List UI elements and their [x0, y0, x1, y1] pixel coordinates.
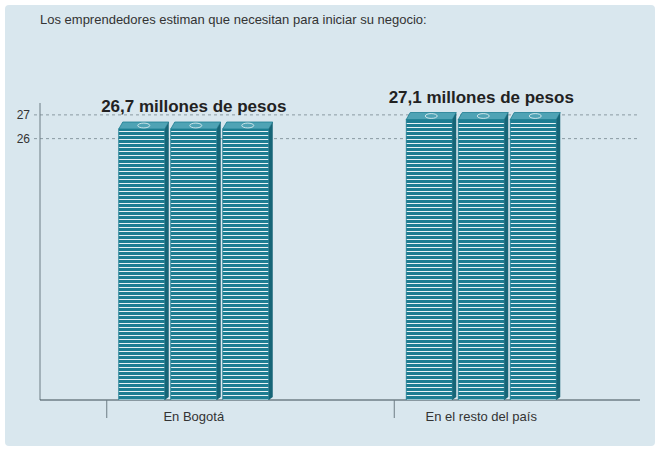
stack-top [458, 113, 508, 120]
stack-side [217, 122, 221, 400]
chart-svg: Los emprendedores estiman que necesitan … [0, 0, 660, 451]
stack-side [269, 122, 273, 400]
stack-top-emblem [190, 123, 202, 128]
title: Los emprendedores estiman que necesitan … [40, 12, 427, 27]
stack-front [406, 120, 452, 400]
bar [119, 122, 273, 400]
stack-side [556, 113, 560, 400]
tick-label: 27 [17, 108, 31, 122]
stack-side [504, 113, 508, 400]
stack-front [510, 120, 556, 400]
stack-top-emblem [477, 114, 489, 119]
stack-top-emblem [425, 114, 437, 119]
stack-front [458, 120, 504, 400]
stack-front [223, 129, 269, 400]
y-axis-line [40, 103, 41, 400]
bars [119, 113, 561, 400]
category-separator [394, 400, 395, 418]
category-separator [106, 400, 107, 418]
data-label: 27,1 millones de pesos [389, 88, 574, 107]
page-background [0, 0, 660, 451]
chart-container: Los emprendedores estiman que necesitan … [0, 0, 660, 451]
stack-side [165, 122, 169, 400]
stack-front [171, 129, 217, 400]
stack-top [406, 113, 456, 120]
stack-side [452, 113, 456, 400]
data-label: 26,7 millones de pesos [101, 97, 286, 116]
category-label: En el resto del país [426, 409, 538, 424]
stack-top-emblem [529, 114, 541, 119]
stack-top-emblem [242, 123, 254, 128]
stack-top-emblem [138, 123, 150, 128]
stack-top [510, 113, 560, 120]
bar [406, 113, 560, 400]
stack-top [223, 122, 273, 129]
panel-background [5, 5, 655, 446]
stack-front [119, 129, 165, 400]
stack-top [171, 122, 221, 129]
stack-top [119, 122, 169, 129]
tick-label: 26 [17, 132, 31, 146]
category-label: En Bogotá [163, 409, 224, 424]
